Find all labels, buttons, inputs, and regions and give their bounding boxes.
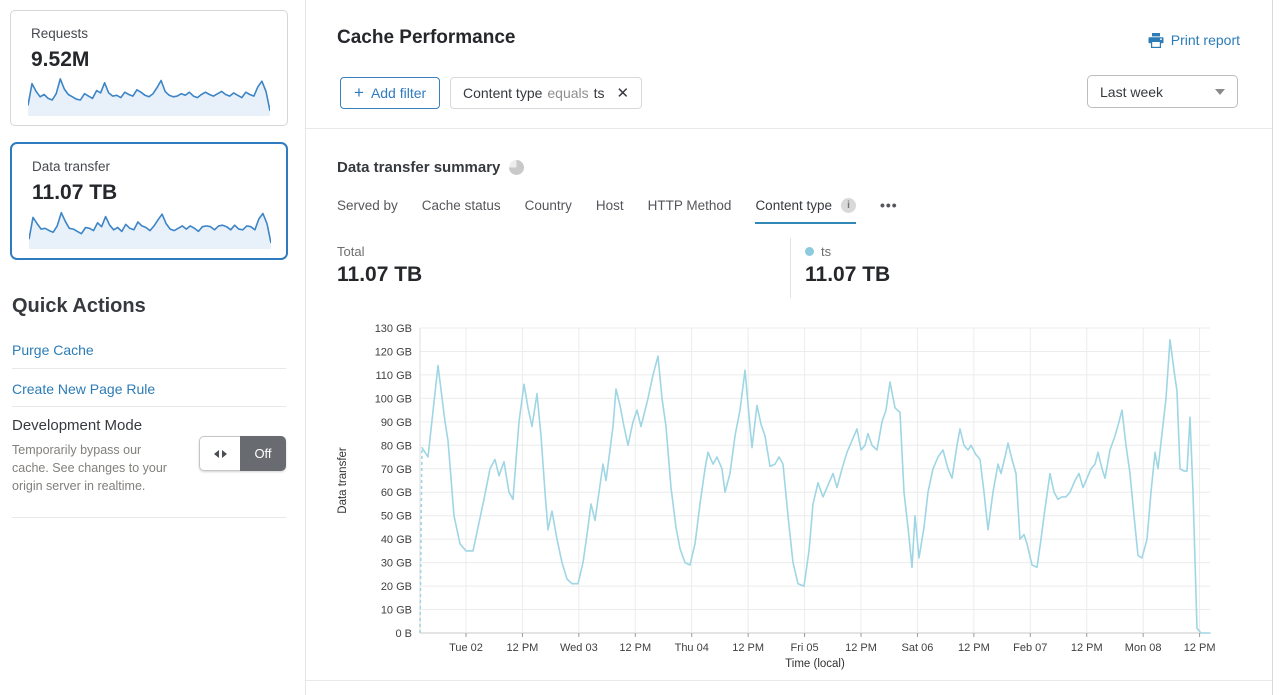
svg-text:Tue 02: Tue 02 [449, 642, 483, 654]
svg-text:30 GB: 30 GB [381, 558, 412, 570]
svg-text:0 B: 0 B [395, 628, 412, 640]
svg-text:Sat 06: Sat 06 [902, 642, 934, 654]
printer-icon [1148, 32, 1164, 48]
time-range-value: Last week [1100, 83, 1164, 100]
metric-value: 9.52M [31, 48, 90, 71]
page-title: Cache Performance [337, 27, 516, 48]
svg-text:Fri 05: Fri 05 [791, 642, 819, 654]
stats-divider [790, 238, 791, 298]
svg-text:90 GB: 90 GB [381, 417, 412, 429]
quick-actions-heading: Quick Actions [12, 295, 146, 317]
create-page-rule-link[interactable]: Create New Page Rule [12, 381, 156, 397]
summary-tabs: Served by Cache status Country Host HTTP… [337, 197, 898, 224]
chevron-down-icon [1215, 88, 1225, 95]
plus-icon: + [354, 83, 364, 102]
summary-section-title: Data transfer summary [337, 159, 525, 176]
toggle-off-state: Off [240, 436, 286, 471]
requests-sparkline-chart [28, 78, 270, 116]
svg-text:100 GB: 100 GB [375, 393, 412, 405]
total-label: Total [337, 244, 365, 259]
tab-served-by[interactable]: Served by [337, 198, 398, 213]
development-mode-toggle[interactable]: Off [199, 436, 286, 471]
pie-loading-icon [509, 160, 525, 175]
tab-content-type[interactable]: Content type i [755, 198, 856, 224]
svg-text:120 GB: 120 GB [375, 346, 412, 358]
metric-label: Data transfer [32, 159, 111, 174]
info-icon[interactable]: i [841, 198, 856, 213]
divider [12, 406, 286, 407]
svg-text:80 GB: 80 GB [381, 440, 412, 452]
svg-text:Wed 03: Wed 03 [560, 642, 598, 654]
development-mode-description: Temporarily bypass our cache. See change… [12, 443, 167, 493]
svg-text:60 GB: 60 GB [381, 487, 412, 499]
tab-content-type-label: Content type [755, 198, 832, 213]
legend-series-label: ts [821, 244, 832, 259]
divider [12, 517, 286, 518]
svg-text:12 PM: 12 PM [732, 642, 764, 654]
metric-card-data-transfer[interactable]: Data transfer 11.07 TB [10, 142, 288, 260]
legend-series-value: 11.07 TB [805, 263, 891, 286]
summary-title-text: Data transfer summary [337, 159, 501, 176]
sidebar-main-divider [305, 0, 306, 695]
metric-card-requests[interactable]: Requests 9.52M [10, 10, 288, 126]
svg-text:20 GB: 20 GB [381, 581, 412, 593]
svg-text:12 PM: 12 PM [845, 642, 877, 654]
add-filter-label: Add filter [370, 85, 427, 101]
print-report-link[interactable]: Print report [1148, 32, 1240, 48]
total-value: 11.07 TB [337, 263, 423, 286]
page-right-divider [1272, 0, 1273, 695]
tab-http-method[interactable]: HTTP Method [647, 198, 732, 213]
metric-label: Requests [31, 26, 89, 41]
tab-cache-status[interactable]: Cache status [421, 198, 501, 213]
data-transfer-chart: 0 B 10 GB 20 GB 30 GB 40 GB 50 GB 60 GB 70 GB 80… [330, 316, 1220, 681]
divider [12, 368, 286, 369]
tab-country[interactable]: Country [524, 198, 572, 213]
more-tabs-icon[interactable]: ••• [880, 197, 898, 213]
svg-text:Mon 08: Mon 08 [1125, 642, 1162, 654]
print-report-label: Print report [1170, 32, 1240, 48]
svg-text:12 PM: 12 PM [958, 642, 990, 654]
svg-text:130 GB: 130 GB [375, 323, 412, 335]
remove-filter-icon[interactable]: ✕ [616, 85, 630, 102]
development-mode-title: Development Mode [12, 417, 143, 434]
svg-text:10 GB: 10 GB [381, 605, 412, 617]
svg-text:Feb 07: Feb 07 [1013, 642, 1047, 654]
metric-value: 11.07 TB [32, 181, 118, 204]
add-filter-button[interactable]: + Add filter [340, 77, 441, 109]
svg-text:40 GB: 40 GB [381, 534, 412, 546]
legend-item-ts[interactable]: ts [805, 244, 831, 259]
svg-text:50 GB: 50 GB [381, 511, 412, 523]
toggle-arrows-icon [199, 436, 240, 471]
filter-field: Content type [463, 85, 543, 101]
time-range-select[interactable]: Last week [1087, 75, 1238, 108]
purge-cache-link[interactable]: Purge Cache [12, 342, 94, 358]
divider [306, 680, 1272, 681]
data-transfer-sparkline-chart [29, 211, 271, 249]
svg-text:12 PM: 12 PM [507, 642, 539, 654]
svg-text:Data transfer: Data transfer [337, 447, 349, 514]
filter-value: ts [593, 85, 605, 101]
legend-dot-icon [805, 247, 814, 256]
svg-text:Time (local): Time (local) [785, 658, 845, 670]
divider [306, 128, 1272, 129]
svg-text:12 PM: 12 PM [619, 642, 651, 654]
filter-operator: equals [547, 85, 589, 101]
svg-text:12 PM: 12 PM [1071, 642, 1103, 654]
svg-text:Thu 04: Thu 04 [675, 642, 709, 654]
svg-text:110 GB: 110 GB [376, 370, 413, 382]
tab-host[interactable]: Host [595, 198, 624, 213]
svg-text:70 GB: 70 GB [381, 464, 412, 476]
svg-text:12 PM: 12 PM [1184, 642, 1216, 654]
filter-chip-content-type[interactable]: Content type equals ts ✕ [450, 77, 643, 109]
